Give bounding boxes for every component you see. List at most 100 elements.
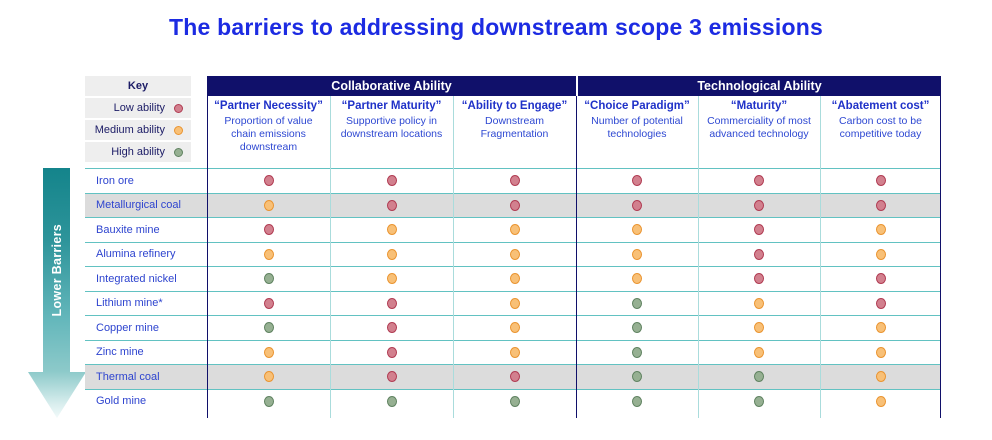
ability-cell — [820, 365, 941, 389]
ability-cell — [698, 292, 820, 316]
arrow-down-icon — [28, 372, 86, 418]
table-row: Thermal coal — [85, 364, 941, 389]
ability-cell — [453, 218, 576, 242]
low-ability-dot-icon — [875, 297, 886, 309]
ability-cell — [330, 390, 453, 414]
high-ability-dot-icon — [632, 297, 642, 309]
row-label: Iron ore — [96, 174, 134, 187]
column-title: “Partner Maturity” — [341, 100, 442, 112]
ability-cell — [820, 267, 941, 291]
ability-cell — [330, 218, 453, 242]
low-ability-dot-icon — [754, 273, 764, 285]
ability-cell — [453, 390, 576, 414]
table-row: Iron ore — [85, 168, 941, 193]
ability-cell — [453, 194, 576, 218]
ability-cell — [330, 267, 453, 291]
column-title: “Ability to Engage” — [461, 100, 568, 112]
low-ability-dot-icon — [386, 175, 397, 187]
table-row: Bauxite mine — [85, 217, 941, 242]
table-row: Zinc mine — [85, 339, 941, 365]
column-description: Number of potential technologies — [591, 114, 683, 141]
high-ability-dot-icon — [632, 371, 642, 383]
ability-cell — [820, 194, 941, 218]
table-rows: Iron ore Metallurgical coal Bauxite mine Al… — [85, 168, 941, 413]
row-label: Thermal coal — [96, 370, 160, 383]
grid-line — [330, 96, 331, 418]
low-ability-dot-icon — [754, 224, 764, 236]
medium-ability-dot-icon — [754, 322, 764, 334]
ability-cell — [207, 243, 330, 267]
ability-cell — [576, 243, 698, 267]
key-items: Low ability Medium ability High ability — [85, 98, 191, 162]
low-ability-dot-icon — [386, 322, 397, 334]
low-ability-dot-icon — [632, 199, 642, 211]
group-header-collaborative: Collaborative Ability — [207, 76, 576, 96]
medium-ability-dot-icon — [509, 297, 520, 309]
medium-ability-dot-icon — [263, 346, 274, 358]
ability-cell — [698, 267, 820, 291]
ability-cell — [820, 341, 941, 365]
table-row: Lithium mine* — [85, 290, 941, 316]
medium-ability-dot-icon — [875, 346, 886, 358]
ability-cell — [453, 316, 576, 340]
medium-ability-dot-icon — [509, 224, 520, 236]
ability-cell — [698, 341, 820, 365]
ability-cell — [576, 292, 698, 316]
ability-cell — [453, 243, 576, 267]
low-ability-dot-icon — [386, 297, 397, 309]
low-ability-dot-icon — [754, 175, 764, 187]
column-description: Commerciality of most advanced technolog… — [707, 114, 811, 141]
ability-cell — [207, 169, 330, 193]
medium-ability-dot-icon — [754, 297, 764, 309]
barriers-matrix: Key Low ability Medium ability High abilit… — [85, 76, 941, 418]
ability-cell — [576, 341, 698, 365]
table-row: Gold mine — [85, 388, 941, 414]
medium-ability-dot-icon — [875, 322, 886, 334]
key-item-label: Medium ability — [94, 124, 165, 136]
high-ability-dot-icon — [632, 395, 642, 407]
column-subheader: “Abatement cost” Carbon cost to be compet… — [820, 96, 941, 168]
high-ability-dot-icon — [386, 395, 397, 407]
ability-cell — [576, 218, 698, 242]
medium-ability-dot-icon — [263, 371, 274, 383]
low-ability-dot-icon — [754, 199, 764, 211]
ability-cell — [207, 267, 330, 291]
column-subheaders: “Partner Necessity” Proportion of value c… — [207, 96, 941, 168]
ability-cell — [698, 169, 820, 193]
arrow-shaft: Lower Barriers — [43, 168, 70, 373]
medium-ability-dot-icon — [174, 125, 183, 135]
low-ability-dot-icon — [875, 175, 886, 187]
low-ability-dot-icon — [386, 371, 397, 383]
medium-ability-dot-icon — [386, 224, 397, 236]
ability-cell — [576, 267, 698, 291]
table-row: Alumina refinery — [85, 241, 941, 267]
medium-ability-dot-icon — [263, 248, 274, 260]
ability-cell — [820, 292, 941, 316]
key-item-label: Low ability — [113, 102, 165, 114]
grid-line — [453, 96, 454, 418]
ability-cell — [453, 341, 576, 365]
grid-line — [207, 96, 208, 418]
key-legend: Key Low ability Medium ability High abilit… — [85, 76, 191, 164]
high-ability-dot-icon — [632, 346, 642, 358]
medium-ability-dot-icon — [386, 248, 397, 260]
low-ability-dot-icon — [263, 224, 274, 236]
low-ability-dot-icon — [509, 199, 520, 211]
key-item-medium: Medium ability — [85, 120, 191, 140]
low-ability-dot-icon — [875, 199, 886, 211]
medium-ability-dot-icon — [754, 346, 764, 358]
ability-cell — [820, 390, 941, 414]
ability-cell — [453, 365, 576, 389]
row-label: Lithium mine* — [96, 297, 163, 310]
ability-cell — [330, 292, 453, 316]
grid-line — [698, 96, 699, 418]
table-row: Copper mine — [85, 315, 941, 340]
key-item-high: High ability — [85, 142, 191, 162]
row-label: Bauxite mine — [96, 223, 160, 236]
row-label: Copper mine — [96, 321, 159, 334]
ability-cell — [207, 194, 330, 218]
low-ability-dot-icon — [632, 175, 642, 187]
ability-cell — [330, 365, 453, 389]
low-ability-dot-icon — [386, 199, 397, 211]
